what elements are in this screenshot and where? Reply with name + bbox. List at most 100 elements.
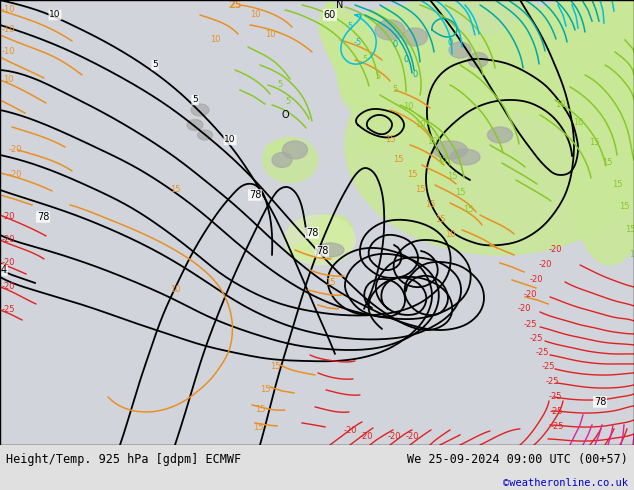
Text: Height/Temp. 925 hPa [gdpm] ECMWF: Height/Temp. 925 hPa [gdpm] ECMWF [6,453,242,466]
Ellipse shape [187,120,203,130]
Ellipse shape [570,85,634,265]
Ellipse shape [370,0,570,75]
Ellipse shape [403,28,427,46]
Ellipse shape [432,141,467,159]
Text: 15: 15 [269,363,280,371]
Text: 78: 78 [306,228,318,238]
Text: 4: 4 [1,265,7,275]
Text: -20: -20 [8,171,22,179]
Text: 0: 0 [392,41,398,49]
Text: 15: 15 [629,250,634,259]
Text: 5: 5 [392,85,398,95]
Text: 10: 10 [444,230,455,240]
Text: -20: -20 [529,275,543,285]
Polygon shape [318,0,634,191]
Text: -10: -10 [1,5,15,15]
Text: 15: 15 [447,172,457,181]
Text: -5: -5 [346,23,354,31]
Text: 10: 10 [427,138,437,147]
Text: 15: 15 [407,171,417,179]
Text: 5: 5 [278,80,283,90]
Text: -20: -20 [1,258,15,268]
Text: 15: 15 [589,139,599,147]
Text: 10: 10 [49,10,61,20]
Text: We 25-09-2024 09:00 UTC (00+57): We 25-09-2024 09:00 UTC (00+57) [407,453,628,466]
Text: 0: 0 [412,71,418,79]
Text: -5: -5 [354,39,362,48]
Ellipse shape [316,243,344,257]
Text: 15: 15 [415,186,425,195]
Text: 5: 5 [363,55,368,65]
Text: 15: 15 [425,200,436,209]
Text: 15: 15 [325,278,335,288]
Ellipse shape [375,20,405,40]
Ellipse shape [272,152,292,168]
Text: -25: -25 [550,422,564,431]
Text: -25: -25 [545,377,559,387]
Text: 0: 0 [403,55,409,65]
Polygon shape [265,141,296,167]
Text: 0: 0 [448,39,453,48]
Text: -25: -25 [548,392,562,401]
Text: 5: 5 [152,60,158,70]
Text: 10: 10 [224,135,236,145]
Text: -20: -20 [1,282,15,292]
Text: -20: -20 [387,432,401,441]
Ellipse shape [283,141,307,159]
Text: 15: 15 [253,423,263,432]
Text: 60: 60 [324,10,336,20]
Text: 10: 10 [573,119,583,127]
Text: 15: 15 [624,225,634,234]
Text: 15: 15 [385,135,395,145]
Text: 15: 15 [602,158,612,168]
Text: 5: 5 [192,96,198,104]
Ellipse shape [345,35,634,255]
Text: -25: -25 [541,363,555,371]
Text: 15: 15 [612,180,622,190]
Ellipse shape [191,104,209,116]
Text: 15: 15 [170,186,180,195]
Text: -20: -20 [548,245,562,254]
Text: N: N [336,0,344,10]
Text: -25: -25 [535,348,549,357]
Text: 10: 10 [415,121,425,129]
Text: 15: 15 [260,386,270,394]
Text: 15: 15 [255,405,265,415]
Text: -20: -20 [359,432,373,441]
Text: 78: 78 [594,397,606,407]
Text: -25: -25 [1,305,15,315]
Text: 10: 10 [403,102,413,112]
Text: -20: -20 [538,261,552,270]
Text: 10: 10 [265,30,275,40]
Text: -20: -20 [343,426,357,436]
Ellipse shape [488,127,512,143]
Text: 78: 78 [316,246,328,256]
Text: ©weatheronline.co.uk: ©weatheronline.co.uk [503,478,628,488]
Text: 10: 10 [170,286,180,294]
Text: -20: -20 [8,146,22,154]
Polygon shape [285,214,354,262]
Ellipse shape [468,52,488,68]
Ellipse shape [380,75,500,155]
Ellipse shape [285,215,355,265]
Ellipse shape [262,138,318,182]
Ellipse shape [340,60,420,120]
Text: 15: 15 [437,155,447,165]
Text: 10: 10 [555,100,566,109]
Text: -10: -10 [1,25,15,34]
Text: 15: 15 [463,205,473,215]
Text: -20: -20 [1,213,15,221]
Text: O: O [281,110,289,120]
Text: 25: 25 [228,0,242,10]
Text: -20: -20 [523,291,537,299]
Text: 15: 15 [619,202,630,212]
Text: -25: -25 [523,320,537,329]
Text: -20: -20 [1,236,15,245]
Ellipse shape [449,42,471,58]
Text: 78: 78 [249,190,261,200]
Text: 78: 78 [37,212,49,222]
Text: 15: 15 [455,189,465,197]
Text: 5: 5 [375,73,380,81]
Text: -20: -20 [405,432,418,441]
Text: -25: -25 [529,335,543,343]
